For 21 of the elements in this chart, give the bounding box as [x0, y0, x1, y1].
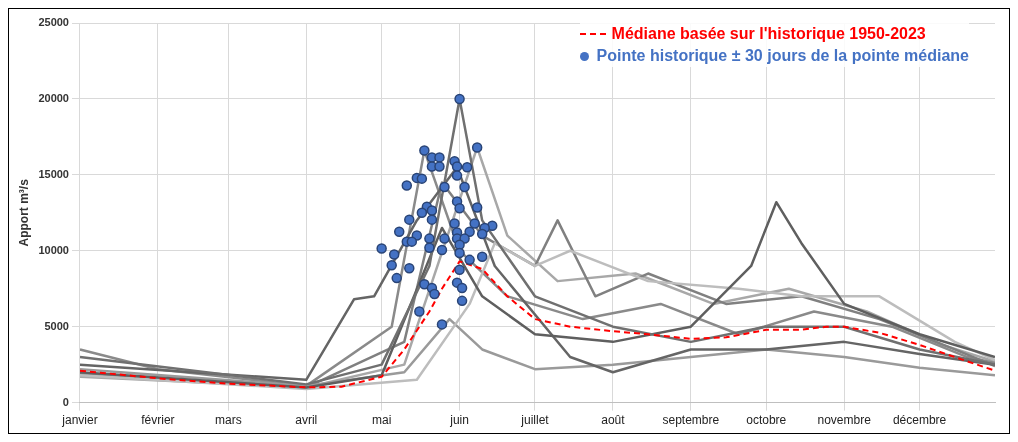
- legend-label: Pointe historique ± 30 jours de la pointe médiane: [596, 46, 969, 66]
- x-tick-label: mai: [371, 413, 392, 428]
- y-axis-title: Apport m³/s: [16, 178, 31, 247]
- y-tick-label: 25000: [38, 16, 69, 29]
- y-tick-label: 5000: [44, 319, 69, 332]
- x-tick-label: janvier: [61, 413, 98, 428]
- x-tick-label: avril: [295, 413, 318, 428]
- y-tick-label: 15000: [38, 167, 69, 180]
- y-tick-label: 10000: [38, 243, 69, 256]
- x-tick-label: juin: [449, 413, 469, 428]
- x-tick-label: octobre: [746, 413, 787, 428]
- x-tick-label: septembre: [662, 413, 720, 428]
- x-tick-label: décembre: [892, 413, 947, 428]
- y-tick-label: 20000: [38, 91, 69, 104]
- x-tick-label: août: [601, 413, 626, 428]
- legend-label: Médiane basée sur l'historique 1950-2023: [611, 24, 926, 44]
- x-tick-label: mars: [214, 413, 242, 428]
- x-tick-label: février: [141, 413, 175, 428]
- x-tick-label: novembre: [817, 413, 872, 428]
- y-tick-label: 0: [62, 395, 69, 408]
- x-tick-label: juillet: [520, 413, 550, 428]
